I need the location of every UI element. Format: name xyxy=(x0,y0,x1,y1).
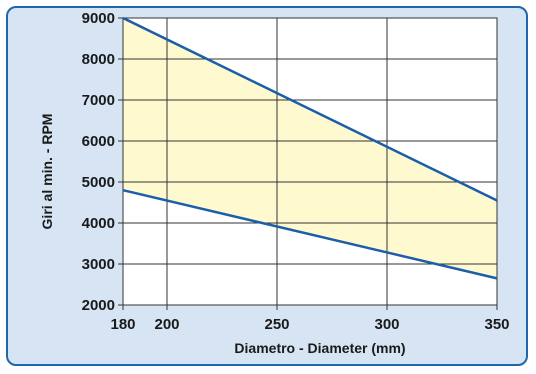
plot-border xyxy=(122,17,498,306)
x-tick-label: 250 xyxy=(264,316,289,333)
y-tick-label: 7000 xyxy=(82,92,115,109)
upper-limit-line xyxy=(122,16,498,202)
lower-limit-line xyxy=(122,188,498,280)
x-axis-label: Diametro - Diameter (mm) xyxy=(234,340,405,356)
x-tick-label: 180 xyxy=(110,316,135,333)
chart-frame: 2000 3000 4000 5000 6000 7000 8000 9000 180 200 25… xyxy=(6,6,528,366)
y-tick-label: 9000 xyxy=(82,10,115,27)
x-tick-label: 300 xyxy=(374,316,399,333)
y-tick-label: 6000 xyxy=(82,133,115,150)
y-tick-label: 8000 xyxy=(82,51,115,68)
x-tick-label: 350 xyxy=(484,316,509,333)
x-tick-label: 200 xyxy=(154,316,179,333)
y-tick-label: 3000 xyxy=(82,256,115,273)
range-band xyxy=(123,18,497,279)
y-tick-label: 2000 xyxy=(82,297,115,314)
y-axis-label: Giri al min. - RPM xyxy=(39,114,55,230)
rpm-diameter-chart: 2000 3000 4000 5000 6000 7000 8000 9000 180 200 25… xyxy=(39,10,510,356)
y-tick-label: 4000 xyxy=(82,215,115,232)
y-tick-label: 5000 xyxy=(82,174,115,191)
